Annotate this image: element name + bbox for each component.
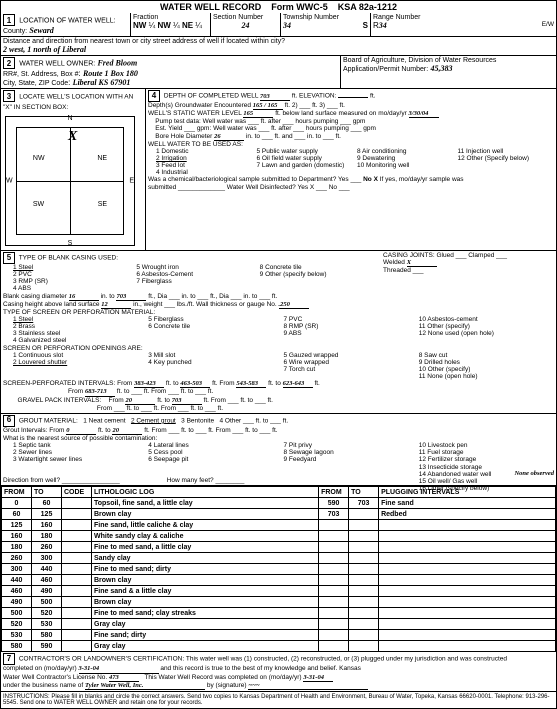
sec-2: 2 bbox=[3, 57, 15, 69]
lithologic-log-table: FROMTOCODELITHOLOGIC LOGFROMTOPLUGGING I… bbox=[1, 486, 556, 652]
log-row: 520530Gray clay bbox=[2, 619, 556, 630]
township: 34 bbox=[283, 21, 291, 30]
static-date: 3/30/04 bbox=[409, 110, 439, 118]
owner-addr: Route 1 Box 180 bbox=[83, 69, 138, 78]
license-no: 473 bbox=[109, 674, 139, 682]
static-level: 165 bbox=[243, 110, 273, 118]
owner-city: Liberal KS 67901 bbox=[73, 78, 131, 87]
log-row: 530580Fine sand; dirty bbox=[2, 630, 556, 641]
log-row: 300440Fine to med sand; dirty bbox=[2, 564, 556, 575]
completed-date: 3-31-04 bbox=[79, 665, 159, 673]
log-row: 440460Brown clay bbox=[2, 575, 556, 586]
sec-4: 4 bbox=[148, 90, 160, 102]
form-title: WATER WELL RECORD bbox=[160, 2, 261, 12]
section-box-diagram: N S W E NW NE SW SE X bbox=[5, 116, 135, 246]
form-num: Form WWC-5 bbox=[271, 2, 328, 12]
sec-1: 1 bbox=[3, 14, 15, 26]
distance: 2 west, 1 north of Liberal bbox=[3, 45, 554, 54]
business-name: Tyler Water Well, Inc. bbox=[85, 682, 205, 690]
loc-label: LOCATION OF WATER WELL: bbox=[19, 18, 115, 25]
owner-name: Fred Bloom bbox=[97, 59, 137, 68]
log-row: 490500Brown clay bbox=[2, 597, 556, 608]
section-num: 24 bbox=[213, 21, 278, 30]
log-row: 060Topsoil, fine sand, a little clay5907… bbox=[2, 498, 556, 509]
log-row: 60125Brown clay703Redbed bbox=[2, 509, 556, 520]
permit-num: 45,383 bbox=[430, 64, 452, 73]
sec-5: 5 bbox=[3, 252, 15, 264]
log-row: 500520Fine to med sand; clay streaks bbox=[2, 608, 556, 619]
log-row: 125160Fine sand, little caliche & clay bbox=[2, 520, 556, 531]
ksa: KSA 82a-1212 bbox=[338, 2, 397, 12]
well-depth: 703 bbox=[260, 93, 290, 101]
casing-dia: 16 bbox=[69, 293, 99, 301]
log-row: 180260Fine to med sand, a little clay bbox=[2, 542, 556, 553]
signature: ~~~ bbox=[248, 682, 368, 690]
x-mark: X bbox=[68, 129, 77, 145]
sec-6: 6 bbox=[3, 415, 15, 427]
sec-3: 3 bbox=[3, 90, 15, 102]
log-row: 580590Gray clay bbox=[2, 641, 556, 652]
instructions: INSTRUCTIONS: Please fill in blanks and … bbox=[1, 692, 556, 708]
log-row: 260300Sandy clay bbox=[2, 553, 556, 564]
log-row: 460490Fine sand & a little clay bbox=[2, 586, 556, 597]
log-row: 160180White sandy clay & caliche bbox=[2, 531, 556, 542]
sec-7: 7 bbox=[3, 653, 15, 665]
range: 34 bbox=[379, 21, 387, 30]
frac-label: Fraction bbox=[133, 14, 208, 21]
county: Seward bbox=[29, 26, 53, 35]
bore-dia: 26 bbox=[214, 133, 244, 141]
none-observed: None observed bbox=[514, 470, 554, 477]
